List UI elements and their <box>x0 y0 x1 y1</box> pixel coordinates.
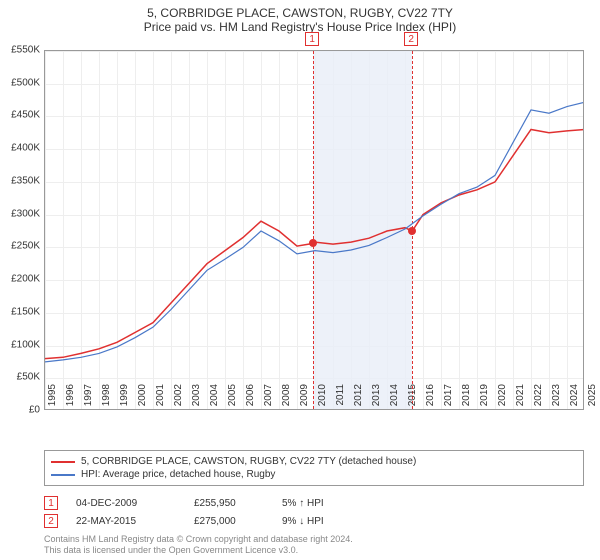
x-tick-label: 2009 <box>299 384 310 414</box>
y-tick-label: £250K <box>0 241 40 252</box>
marker-box: 2 <box>404 32 418 46</box>
x-tick-label: 1995 <box>47 384 58 414</box>
series-property <box>45 130 584 359</box>
y-tick-label: £350K <box>0 175 40 186</box>
y-tick-label: £0 <box>0 405 40 416</box>
x-tick-label: 1998 <box>101 384 112 414</box>
x-tick-label: 2023 <box>551 384 562 414</box>
y-tick-label: £300K <box>0 208 40 219</box>
legend-label: HPI: Average price, detached house, Rugb… <box>81 469 275 480</box>
txn-date: 22-MAY-2015 <box>76 516 176 527</box>
title-main: 5, CORBRIDGE PLACE, CAWSTON, RUGBY, CV22… <box>0 6 600 20</box>
x-tick-label: 2010 <box>317 384 328 414</box>
y-tick-label: £150K <box>0 306 40 317</box>
x-tick-label: 2018 <box>461 384 472 414</box>
y-tick-label: £400K <box>0 143 40 154</box>
txn-pct: 9% ↓ HPI <box>282 516 372 527</box>
x-tick-label: 2000 <box>137 384 148 414</box>
plot-region <box>44 50 584 410</box>
chart-area: £0£50K£100K£150K£200K£250K£300K£350K£400… <box>44 50 584 410</box>
table-row: 2 22-MAY-2015 £275,000 9% ↓ HPI <box>44 512 372 530</box>
x-tick-label: 2025 <box>587 384 598 414</box>
legend-item: HPI: Average price, detached house, Rugb… <box>51 468 577 481</box>
footer-line: Contains HM Land Registry data © Crown c… <box>44 534 353 545</box>
x-tick-label: 2022 <box>533 384 544 414</box>
y-tick-label: £50K <box>0 372 40 383</box>
x-tick-label: 2017 <box>443 384 454 414</box>
txn-price: £255,950 <box>194 498 264 509</box>
legend: 5, CORBRIDGE PLACE, CAWSTON, RUGBY, CV22… <box>44 450 584 486</box>
x-tick-label: 1996 <box>65 384 76 414</box>
x-tick-label: 2003 <box>191 384 202 414</box>
x-tick-label: 2014 <box>389 384 400 414</box>
x-tick-label: 2011 <box>335 384 346 414</box>
footer: Contains HM Land Registry data © Crown c… <box>44 534 353 556</box>
x-tick-label: 2005 <box>227 384 238 414</box>
y-tick-label: £500K <box>0 77 40 88</box>
x-tick-label: 1999 <box>119 384 130 414</box>
y-tick-label: £550K <box>0 45 40 56</box>
txn-price: £275,000 <box>194 516 264 527</box>
y-tick-label: £450K <box>0 110 40 121</box>
x-tick-label: 2024 <box>569 384 580 414</box>
chart-container: 5, CORBRIDGE PLACE, CAWSTON, RUGBY, CV22… <box>0 0 600 560</box>
y-tick-label: £200K <box>0 274 40 285</box>
txn-date: 04-DEC-2009 <box>76 498 176 509</box>
footer-line: This data is licensed under the Open Gov… <box>44 545 353 556</box>
x-tick-label: 2007 <box>263 384 274 414</box>
x-tick-label: 2015 <box>407 384 418 414</box>
x-tick-label: 2001 <box>155 384 166 414</box>
title-sub: Price paid vs. HM Land Registry's House … <box>0 20 600 34</box>
x-tick-label: 2019 <box>479 384 490 414</box>
legend-item: 5, CORBRIDGE PLACE, CAWSTON, RUGBY, CV22… <box>51 455 577 468</box>
marker-box: 1 <box>305 32 319 46</box>
txn-pct: 5% ↑ HPI <box>282 498 372 509</box>
transaction-table: 1 04-DEC-2009 £255,950 5% ↑ HPI 2 22-MAY… <box>44 494 372 530</box>
x-tick-label: 2004 <box>209 384 220 414</box>
x-tick-label: 2006 <box>245 384 256 414</box>
series-hpi <box>45 102 584 362</box>
x-tick-label: 2002 <box>173 384 184 414</box>
x-tick-label: 2016 <box>425 384 436 414</box>
x-tick-label: 2013 <box>371 384 382 414</box>
legend-swatch <box>51 474 75 476</box>
x-tick-label: 2012 <box>353 384 364 414</box>
marker-badge: 2 <box>44 514 58 528</box>
x-tick-label: 2020 <box>497 384 508 414</box>
y-tick-label: £100K <box>0 339 40 350</box>
x-tick-label: 1997 <box>83 384 94 414</box>
x-tick-label: 2008 <box>281 384 292 414</box>
legend-label: 5, CORBRIDGE PLACE, CAWSTON, RUGBY, CV22… <box>81 456 416 467</box>
legend-swatch <box>51 461 75 463</box>
marker-badge: 1 <box>44 496 58 510</box>
table-row: 1 04-DEC-2009 £255,950 5% ↑ HPI <box>44 494 372 512</box>
title-block: 5, CORBRIDGE PLACE, CAWSTON, RUGBY, CV22… <box>0 0 600 34</box>
x-tick-label: 2021 <box>515 384 526 414</box>
